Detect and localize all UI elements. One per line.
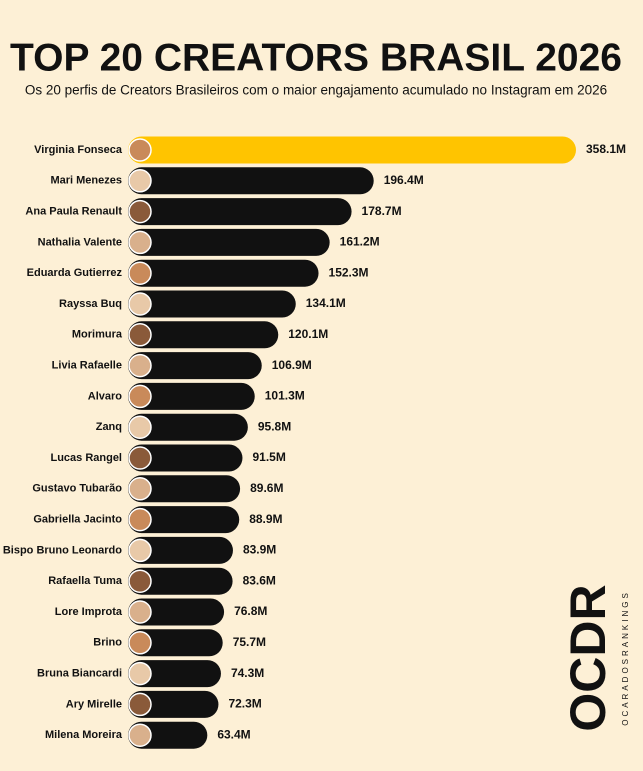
avatar [128,323,152,347]
category-label: Mari Menezes [50,175,122,187]
value-label: 88.9M [249,512,282,526]
value-label: 63.4M [217,727,250,741]
avatar [128,261,152,285]
avatar [128,538,152,563]
category-label: Ana Paula Renault [25,206,122,218]
value-label: 101.3M [265,389,305,403]
value-label: 95.8M [258,419,291,433]
avatar [128,199,152,224]
chart-title: TOP 20 CREATORS BRASIL 2026 [10,36,622,79]
brand-logo: OCDR [560,584,616,731]
value-label: 72.3M [228,697,261,711]
category-label: Gustavo Tubarão [32,483,122,495]
category-label: Bispo Bruno Leonardo [3,544,122,556]
category-label: Eduarda Gutierrez [27,267,123,279]
category-label: Bruna Biancardi [37,668,122,680]
avatar [128,353,152,378]
category-label: Milena Moreira [45,729,123,741]
avatar [128,600,152,624]
category-label: Nathalia Valente [38,236,122,248]
bar [128,382,255,410]
category-label: Zanq [96,421,122,433]
bar [128,290,296,318]
bar [128,598,225,626]
value-label: 83.6M [243,573,276,587]
value-label: 134.1M [306,296,346,310]
bar [128,321,279,349]
avatar [128,292,152,316]
avatar [128,569,152,593]
bar [128,444,243,472]
value-label: 178.7M [362,204,402,218]
bar [128,690,219,718]
value-label: 120.1M [288,327,328,341]
bar [128,475,241,503]
bar [128,136,576,164]
value-label: 161.2M [340,235,380,249]
value-label: 196.4M [384,173,424,187]
category-label: Gabriella Jacinto [33,514,122,526]
bar [128,536,233,564]
category-label: Ary Mirelle [66,698,122,710]
brand-tagline: OCARADOSRANKINGS [621,590,630,726]
value-label: 89.6M [250,481,283,495]
category-label: Brino [93,637,122,649]
category-label: Lore Improta [55,606,123,618]
category-label: Livia Rafaelle [52,360,122,372]
category-label: Lucas Rangel [50,452,122,464]
value-label: 91.5M [252,450,285,464]
category-label: Rayssa Buq [59,298,122,310]
category-label: Virginia Fonseca [34,144,123,156]
bar [128,259,319,287]
category-label: Rafaella Tuma [48,575,123,587]
avatar [128,446,152,470]
bar [128,352,262,380]
bar [128,167,374,195]
avatar [128,138,152,162]
chart-subtitle: Os 20 perfis de Creators Brasileiros com… [25,83,607,98]
avatar [128,169,152,193]
avatar [128,230,152,255]
value-label: 75.7M [233,635,266,649]
bar [128,660,221,688]
value-label: 106.9M [272,358,312,372]
category-label: Morimura [72,329,123,341]
bar [128,198,352,226]
bar [128,567,233,595]
category-label: Alvaro [88,390,123,402]
value-label: 83.9M [243,543,276,557]
avatar [128,692,152,717]
bar [128,413,248,441]
value-label: 74.3M [231,666,264,680]
value-label: 358.1M [586,142,626,156]
avatar [128,661,152,686]
avatar [128,723,152,747]
value-label: 76.8M [234,604,267,618]
bar [128,629,223,657]
avatar [128,384,152,409]
bar [128,228,330,256]
avatar [128,415,152,439]
avatar [128,631,152,655]
value-label: 152.3M [329,265,369,279]
bar [128,506,240,534]
avatar [128,507,152,532]
avatar [128,477,152,501]
